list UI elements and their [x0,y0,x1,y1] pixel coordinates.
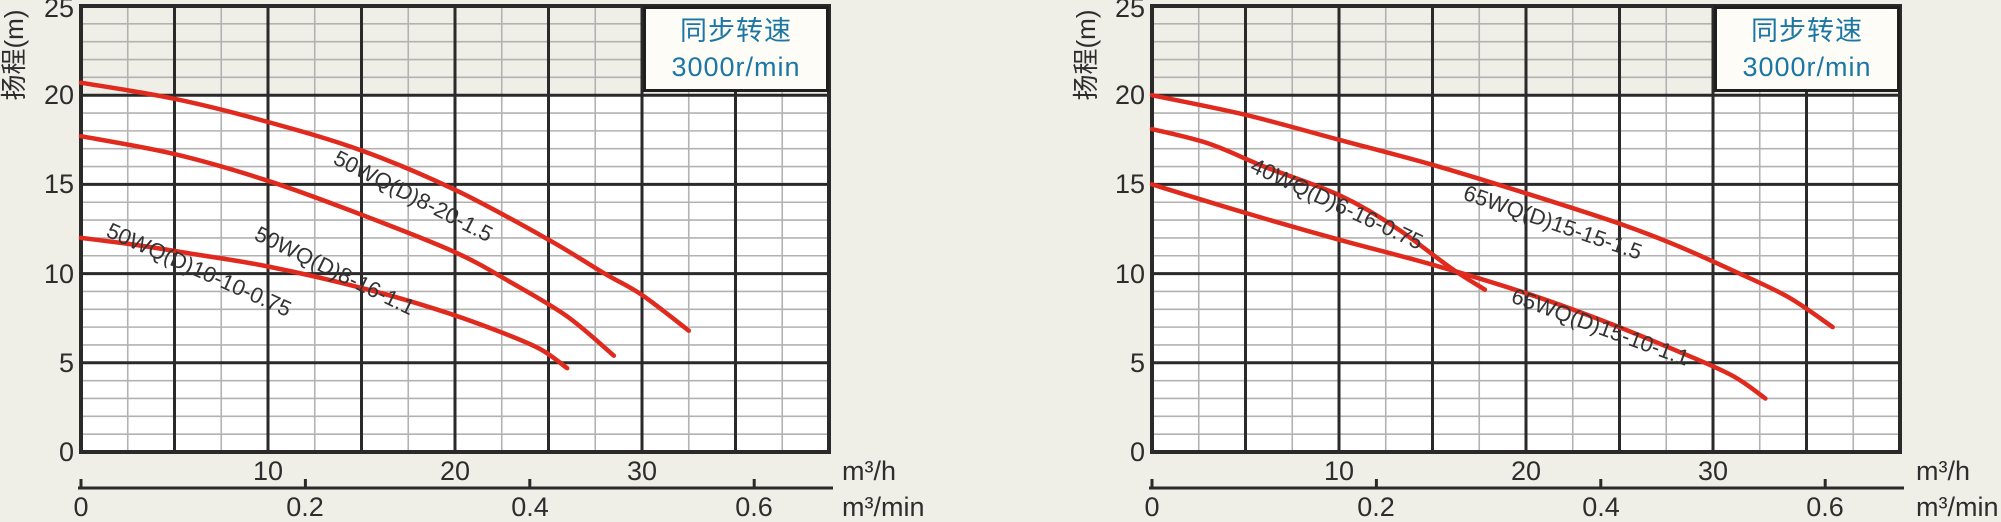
left-x-tick-10: 10 [252,456,284,486]
right-x2-tick-02: 0.2 [1357,492,1395,522]
left-y-tick-5: 5 [58,348,74,378]
right-y-tick-5: 5 [1129,348,1145,378]
right-y-tick-0: 0 [1129,437,1145,467]
left-x2-tick-02: 0.2 [286,492,324,522]
left-x2-tick-0: 0 [73,492,89,522]
right-y-tick-25: 25 [1114,0,1145,23]
right-x2-tick-06: 0.6 [1806,492,1844,522]
left-y-tick-25: 25 [43,0,74,23]
legend-speed-label: 同步转速 [680,16,792,46]
left-y-tick-10: 10 [43,259,74,289]
left-x-tick-20: 20 [439,456,471,486]
legend-speed-value: 3000r/min [1742,52,1872,82]
left-legend-box: 同步转速 3000r/min [643,6,829,92]
right-unit-m3h: m³/h [1916,456,1970,486]
right-y-axis-title: 扬程(m) [1071,9,1101,101]
left-x2-tick-04: 0.4 [511,492,549,522]
right-unit-m3min: m³/min [1916,492,1999,522]
left-y-axis-title: 扬程(m) [0,9,29,101]
right-y-tick-10: 10 [1114,259,1145,289]
left-unit-m3min: m³/min [842,492,925,522]
legend-speed-value: 3000r/min [671,52,801,82]
right-x-tick-30: 30 [1697,456,1729,486]
left-y-tick-0: 0 [58,437,74,467]
right-legend-box: 同步转速 3000r/min [1714,6,1900,92]
left-x2-tick-06: 0.6 [735,492,773,522]
left-unit-m3h: m³/h [842,456,896,486]
left-x-tick-30: 30 [626,456,658,486]
right-x2-tick-04: 0.4 [1582,492,1620,522]
right-y-tick-15: 15 [1114,169,1145,199]
right-x-tick-10: 10 [1323,456,1355,486]
legend-speed-label: 同步转速 [1751,16,1863,46]
right-x2-tick-0: 0 [1144,492,1160,522]
right-x-tick-20: 20 [1510,456,1542,486]
right-y-tick-20: 20 [1114,80,1145,110]
left-y-tick-20: 20 [43,80,74,110]
left-y-tick-15: 15 [43,169,74,199]
